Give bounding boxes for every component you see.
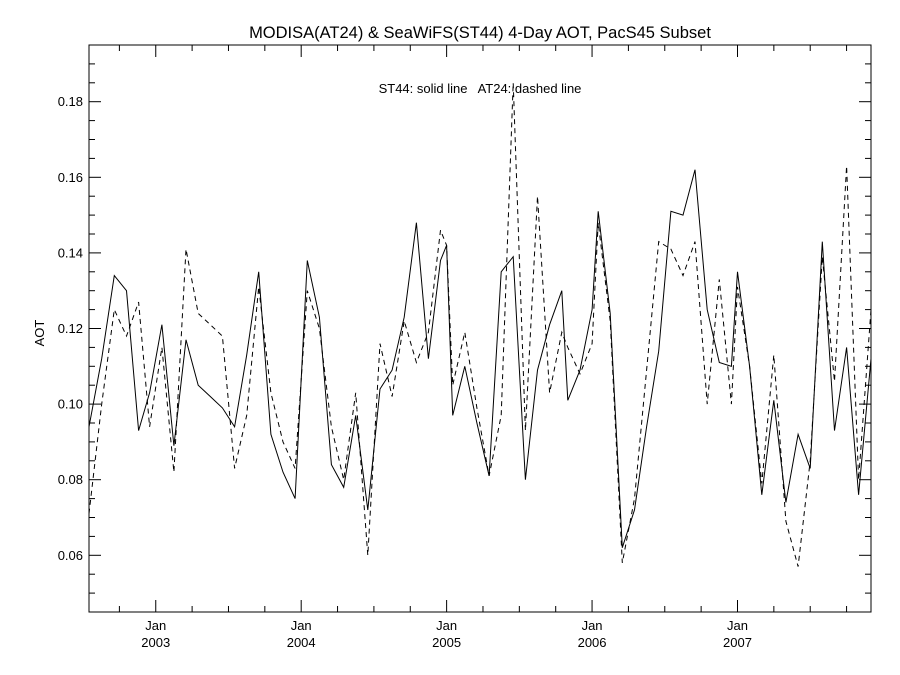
x-tick-label-year: 2005	[432, 635, 461, 650]
x-tick-label-month: Jan	[145, 618, 166, 633]
y-tick-label: 0.06	[58, 548, 83, 563]
x-tick-label-month: Jan	[582, 618, 603, 633]
y-axis-label: AOT	[32, 320, 47, 347]
y-tick-label: 0.12	[58, 321, 83, 336]
x-tick-label-month: Jan	[291, 618, 312, 633]
line-style-annotation: ST44: solid line AT24: dashed line	[379, 81, 582, 96]
y-tick-label: 0.16	[58, 170, 83, 185]
x-tick-label-year: 2006	[578, 635, 607, 650]
x-tick-label-year: 2007	[723, 635, 752, 650]
y-tick-label: 0.18	[58, 94, 83, 109]
series-line-st44	[88, 169, 872, 548]
plot-frame	[88, 44, 872, 613]
x-tick-label-month: Jan	[727, 618, 748, 633]
series-line-at24	[88, 82, 872, 567]
chart-title: MODISA(AT24) & SeaWiFS(ST44) 4-Day AOT, …	[249, 24, 711, 42]
y-tick-label: 0.10	[58, 397, 83, 412]
y-tick-label: 0.14	[58, 245, 83, 260]
x-tick-label-month: Jan	[436, 618, 457, 633]
y-tick-label: 0.08	[58, 472, 83, 487]
x-tick-label-year: 2003	[141, 635, 170, 650]
x-tick-label-year: 2004	[287, 635, 316, 650]
